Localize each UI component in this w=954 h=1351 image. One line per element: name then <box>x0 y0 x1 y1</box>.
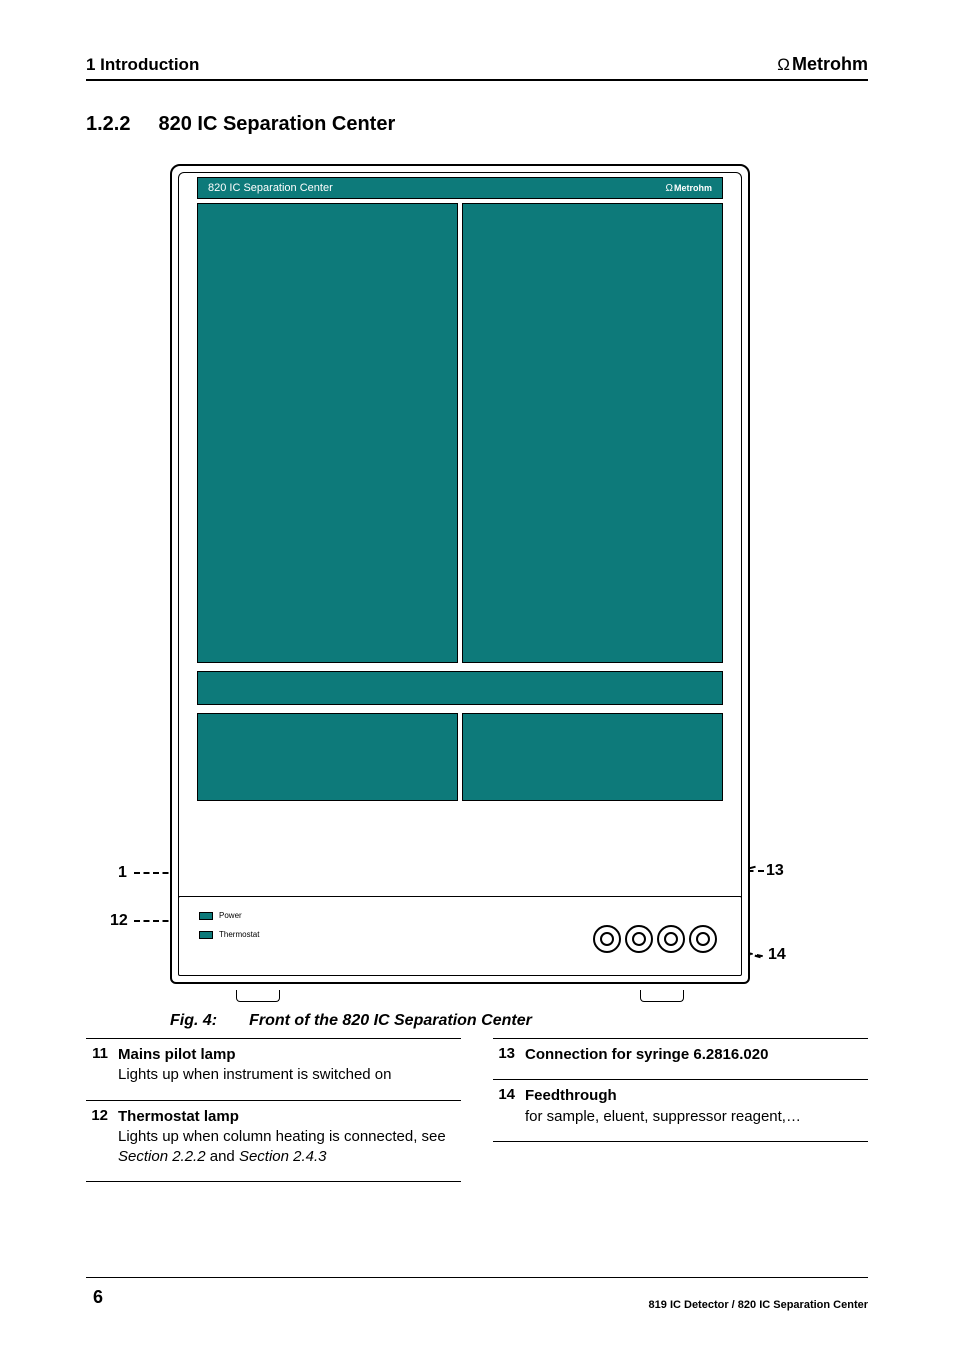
callout-1: 1 <box>118 864 127 882</box>
port-1 <box>593 925 621 953</box>
callout-14: 14 <box>768 946 786 964</box>
legend-item-14: 14 Feedthrough for sample, eluent, suppr… <box>493 1079 868 1142</box>
foot-right <box>640 990 684 1002</box>
legend-table: 11 Mains pilot lamp Lights up when instr… <box>86 1038 868 1182</box>
legend-num: 11 <box>86 1045 108 1086</box>
legend-body: Connection for syringe 6.2816.020 <box>525 1045 768 1065</box>
legend-desc: Lights up when instrument is switched on <box>118 1066 391 1083</box>
thermostat-led-item: Thermostat <box>199 930 259 939</box>
panel-top-right <box>462 203 723 663</box>
legend-title: Connection for syringe 6.2816.020 <box>525 1046 768 1063</box>
legend-item-13: 13 Connection for syringe 6.2816.020 <box>493 1038 868 1079</box>
caption-label: Fig. 4: <box>170 1012 217 1030</box>
panel-low-right <box>462 713 723 801</box>
section-heading: 1.2.2 820 IC Separation Center <box>86 113 868 136</box>
port-2 <box>625 925 653 953</box>
thermostat-led-label: Thermostat <box>219 930 259 939</box>
caption-text: Front of the 820 IC Separation Center <box>249 1012 532 1030</box>
legend-body: Feedthrough for sample, eluent, suppress… <box>525 1086 801 1127</box>
brand-symbol: Ω <box>777 55 790 75</box>
panel-row-top <box>197 203 723 663</box>
legend-desc: for sample, eluent, suppressor reagent,… <box>525 1108 801 1125</box>
port-group <box>593 925 717 953</box>
panel-row-low <box>197 713 723 801</box>
legend-body: Mains pilot lamp Lights up when instrume… <box>118 1045 391 1086</box>
device-title-brand: Ω Metrohm <box>666 183 712 194</box>
device-brand-text: Metrohm <box>674 183 712 193</box>
power-led-item: Power <box>199 911 259 920</box>
legend-item-12: 12 Thermostat lamp Lights up when column… <box>86 1100 461 1183</box>
device-upper-body: 820 IC Separation Center Ω Metrohm <box>178 172 742 934</box>
legend-title: Mains pilot lamp <box>118 1046 236 1063</box>
device-control-strip: Power Thermostat <box>178 896 742 976</box>
legend-col-right: 13 Connection for syringe 6.2816.020 14 … <box>493 1038 868 1182</box>
page-footer: 6 819 IC Detector / 820 IC Separation Ce… <box>86 1277 868 1311</box>
device-front-diagram: 820 IC Separation Center Ω Metrohm <box>170 164 750 984</box>
legend-num: 13 <box>493 1045 515 1065</box>
device-brand-symbol: Ω <box>666 183 673 194</box>
port-4 <box>689 925 717 953</box>
device-title: 820 IC Separation Center <box>208 182 333 194</box>
port-3 <box>657 925 685 953</box>
section-number: 1.2.2 <box>86 113 130 136</box>
callout-13: 13 <box>766 862 784 880</box>
panel-mid <box>197 671 723 705</box>
page-header: 1 Introduction Ω Metrohm <box>86 54 868 81</box>
legend-col-left: 11 Mains pilot lamp Lights up when instr… <box>86 1038 461 1182</box>
legend-body: Thermostat lamp Lights up when column he… <box>118 1107 461 1168</box>
brand-logo: Ω Metrohm <box>777 54 868 75</box>
chapter-title: 1 Introduction <box>86 55 199 75</box>
thermostat-led-icon <box>199 931 213 939</box>
led-group: Power Thermostat <box>199 911 259 939</box>
legend-title: Thermostat lamp <box>118 1108 239 1125</box>
panel-top-left <box>197 203 458 663</box>
panel-low-left <box>197 713 458 801</box>
power-led-label: Power <box>219 911 242 920</box>
footer-doc-title: 819 IC Detector / 820 IC Separation Cent… <box>649 1299 868 1311</box>
power-led-icon <box>199 912 213 920</box>
device-title-bar: 820 IC Separation Center Ω Metrohm <box>197 177 723 199</box>
brand-name: Metrohm <box>792 54 868 75</box>
legend-num: 12 <box>86 1107 108 1168</box>
legend-desc: Lights up when column heating is connect… <box>118 1128 446 1165</box>
legend-item-11: 11 Mains pilot lamp Lights up when instr… <box>86 1038 461 1100</box>
figure-caption: Fig. 4: Front of the 820 IC Separation C… <box>170 1012 868 1030</box>
callout-12: 12 <box>110 912 128 930</box>
foot-left <box>236 990 280 1002</box>
figure-container: 1 12 13 14 820 IC Separation Center Ω Me… <box>170 164 790 984</box>
panel-row-mid <box>197 671 723 705</box>
legend-num: 14 <box>493 1086 515 1127</box>
legend-title: Feedthrough <box>525 1087 617 1104</box>
device-feet <box>172 982 748 1002</box>
section-title: 820 IC Separation Center <box>158 113 395 136</box>
page-number: 6 <box>86 1284 110 1311</box>
